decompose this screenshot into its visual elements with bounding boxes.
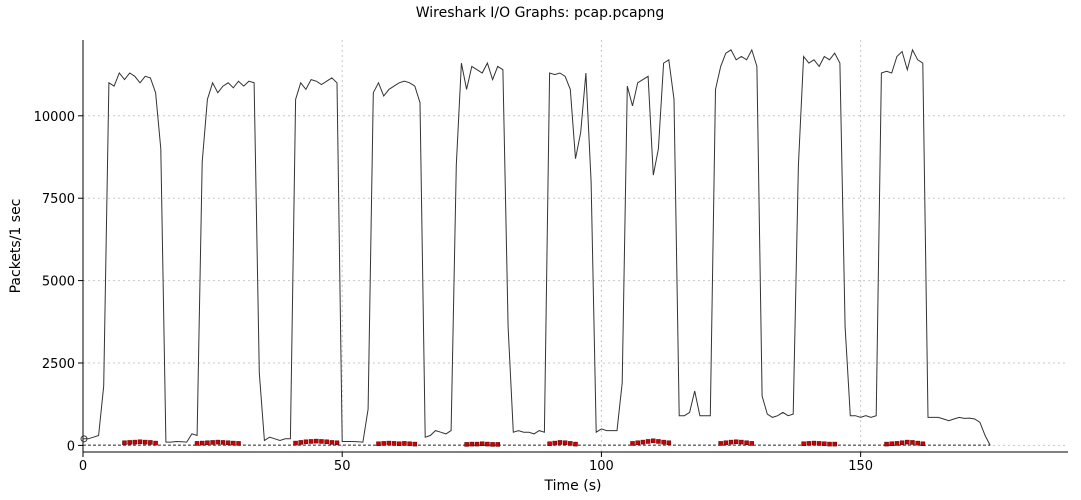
series-point [122, 440, 127, 446]
series-point [303, 439, 309, 445]
series-point [827, 441, 832, 447]
series-point [733, 439, 739, 445]
series-point [806, 441, 812, 446]
grid [83, 40, 1068, 452]
series-point [547, 441, 552, 447]
series-point [645, 439, 651, 444]
series-point [894, 441, 900, 446]
series-start-marker [80, 435, 88, 443]
series-line-0 [83, 48, 991, 446]
series-point [319, 439, 324, 444]
series-point [220, 440, 226, 445]
series-point [225, 440, 231, 446]
series-point [557, 440, 563, 445]
series-point [801, 441, 806, 447]
series-point [205, 440, 210, 446]
series-point [308, 439, 314, 444]
series-layer [80, 48, 991, 447]
x-axis-ticks: 0 50 100 150 [79, 452, 873, 474]
series-point [666, 440, 672, 446]
series-point [412, 441, 418, 447]
series-point [568, 441, 573, 446]
series-point [407, 441, 412, 447]
y-tick-label: 7500 [42, 192, 75, 207]
series-point [656, 439, 661, 444]
series-point [822, 441, 827, 447]
series-point [474, 441, 480, 447]
series-point [396, 441, 402, 447]
series-point [314, 438, 319, 444]
series-point [495, 442, 500, 447]
x-tick-label: 0 [79, 459, 87, 474]
chart-title: Wireshark I/O Graphs: pcap.pcapng [416, 5, 665, 21]
y-axis-ticks: 0 2500 5000 7500 10000 [34, 110, 83, 454]
series-point [832, 441, 837, 447]
series-point [210, 440, 215, 445]
series-point [899, 440, 905, 446]
series-point [920, 441, 926, 447]
series-point [915, 440, 920, 446]
series-point [661, 439, 666, 445]
y-tick-label: 10000 [34, 110, 75, 125]
series-point [744, 440, 749, 446]
series-point [635, 440, 640, 446]
series-point [137, 439, 143, 445]
series-point [573, 441, 578, 447]
x-tick-label: 100 [589, 459, 614, 474]
series-point [391, 441, 397, 446]
series-point [479, 441, 485, 447]
series-point [739, 439, 744, 445]
series-point [640, 439, 646, 445]
y-tick-label: 2500 [42, 357, 75, 372]
series-point [293, 440, 298, 446]
series-point [811, 440, 817, 446]
series-point [153, 440, 158, 446]
series-point [329, 440, 335, 445]
x-tick-label: 50 [334, 459, 351, 474]
series-point [718, 441, 723, 446]
series-point [469, 441, 475, 447]
series-point [231, 440, 236, 446]
series-point [194, 441, 200, 446]
y-tick-label: 0 [67, 439, 75, 454]
series-point [334, 440, 340, 446]
series-point [386, 440, 392, 446]
series-point [910, 440, 915, 445]
series-point [749, 441, 755, 446]
series-point [723, 440, 729, 446]
series-point [562, 440, 568, 446]
x-tick-label: 150 [848, 459, 873, 474]
x-axis-label: Time (s) [544, 478, 602, 494]
series-point [490, 442, 495, 447]
series-point [324, 439, 329, 445]
series-point [127, 440, 132, 445]
series-point [905, 439, 910, 445]
y-axis-label: Packets/1 sec [8, 199, 24, 294]
series-point [464, 442, 469, 447]
series-point [402, 441, 407, 446]
series-point [630, 441, 635, 446]
series-point [215, 439, 221, 445]
series-point [132, 439, 138, 445]
series-point [816, 441, 822, 446]
series-point [552, 440, 558, 446]
series-point [298, 440, 303, 445]
series-point [381, 441, 386, 446]
y-tick-label: 5000 [42, 275, 75, 290]
series-point [884, 441, 889, 447]
series-point [889, 441, 894, 447]
series-point [148, 440, 153, 445]
series-point [728, 439, 734, 445]
series-point [651, 438, 656, 444]
series-point [142, 439, 148, 445]
series-point [236, 441, 241, 446]
series-point [376, 441, 381, 447]
series-point [199, 440, 205, 446]
series-point [485, 441, 490, 447]
